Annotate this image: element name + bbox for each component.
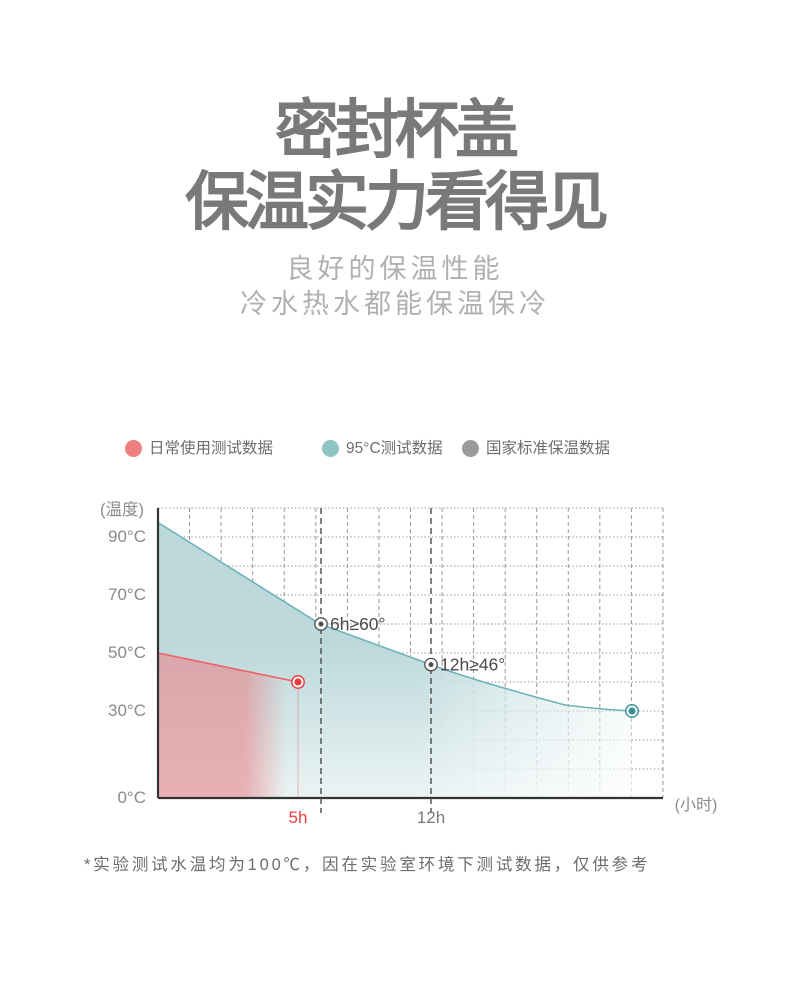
svg-text:90°C: 90°C bbox=[108, 527, 146, 546]
svg-text:50°C: 50°C bbox=[108, 643, 146, 662]
svg-text:12h≥46°: 12h≥46° bbox=[440, 655, 505, 675]
svg-text:70°C: 70°C bbox=[108, 585, 146, 604]
svg-text:30°C: 30°C bbox=[108, 701, 146, 720]
svg-text:5h: 5h bbox=[289, 808, 308, 823]
svg-text:12h: 12h bbox=[417, 808, 445, 823]
svg-text:0°C: 0°C bbox=[117, 788, 146, 807]
svg-text:(温度): (温度) bbox=[100, 500, 144, 519]
svg-text:6h≥60°: 6h≥60° bbox=[330, 614, 386, 634]
svg-text:(小时): (小时) bbox=[675, 796, 718, 814]
